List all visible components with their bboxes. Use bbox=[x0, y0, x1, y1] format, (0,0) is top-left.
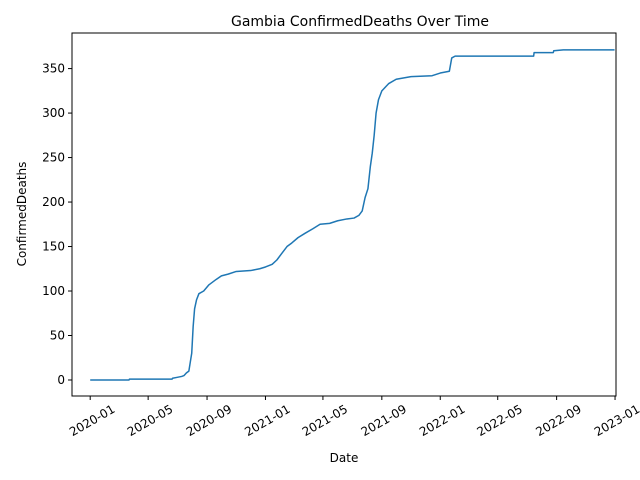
x-tick-label: 2020-01 bbox=[67, 402, 117, 439]
y-axis: 0 50 100 150 200 250 300 350 bbox=[42, 62, 72, 387]
y-tick-label: 250 bbox=[42, 151, 65, 165]
series-layer bbox=[90, 49, 615, 381]
x-tick-label: 2022-01 bbox=[417, 402, 467, 439]
y-tick-label: 0 bbox=[57, 373, 65, 387]
x-tick-label: 2020-05 bbox=[125, 402, 175, 439]
x-axis: 2020-01 2020-05 2020-09 2021-01 2021-05 2021-… bbox=[67, 396, 640, 439]
plot-frame bbox=[71, 32, 617, 397]
x-tick-label: 2022-05 bbox=[475, 402, 525, 439]
y-tick-label: 100 bbox=[42, 284, 65, 298]
y-tick-label: 150 bbox=[42, 240, 65, 254]
x-tick-label: 2021-09 bbox=[359, 402, 409, 439]
y-tick-label: 300 bbox=[42, 106, 65, 120]
x-tick-label: 2021-01 bbox=[242, 402, 292, 439]
y-tick-label: 350 bbox=[42, 62, 65, 76]
series-line-0 bbox=[90, 49, 615, 381]
y-axis-title: ConfirmedDeaths bbox=[15, 162, 29, 267]
x-tick-label: 2022-09 bbox=[533, 402, 583, 439]
x-tick-label: 2020-09 bbox=[184, 402, 234, 439]
x-axis-title: Date bbox=[330, 451, 359, 465]
plot-area bbox=[71, 32, 617, 397]
chart-title: Gambia ConfirmedDeaths Over Time bbox=[231, 14, 489, 30]
y-tick-label: 200 bbox=[42, 195, 65, 209]
x-tick-label: 2023-01 bbox=[592, 402, 640, 439]
y-tick-label: 50 bbox=[50, 329, 65, 343]
x-tick-label: 2021-05 bbox=[300, 402, 350, 439]
